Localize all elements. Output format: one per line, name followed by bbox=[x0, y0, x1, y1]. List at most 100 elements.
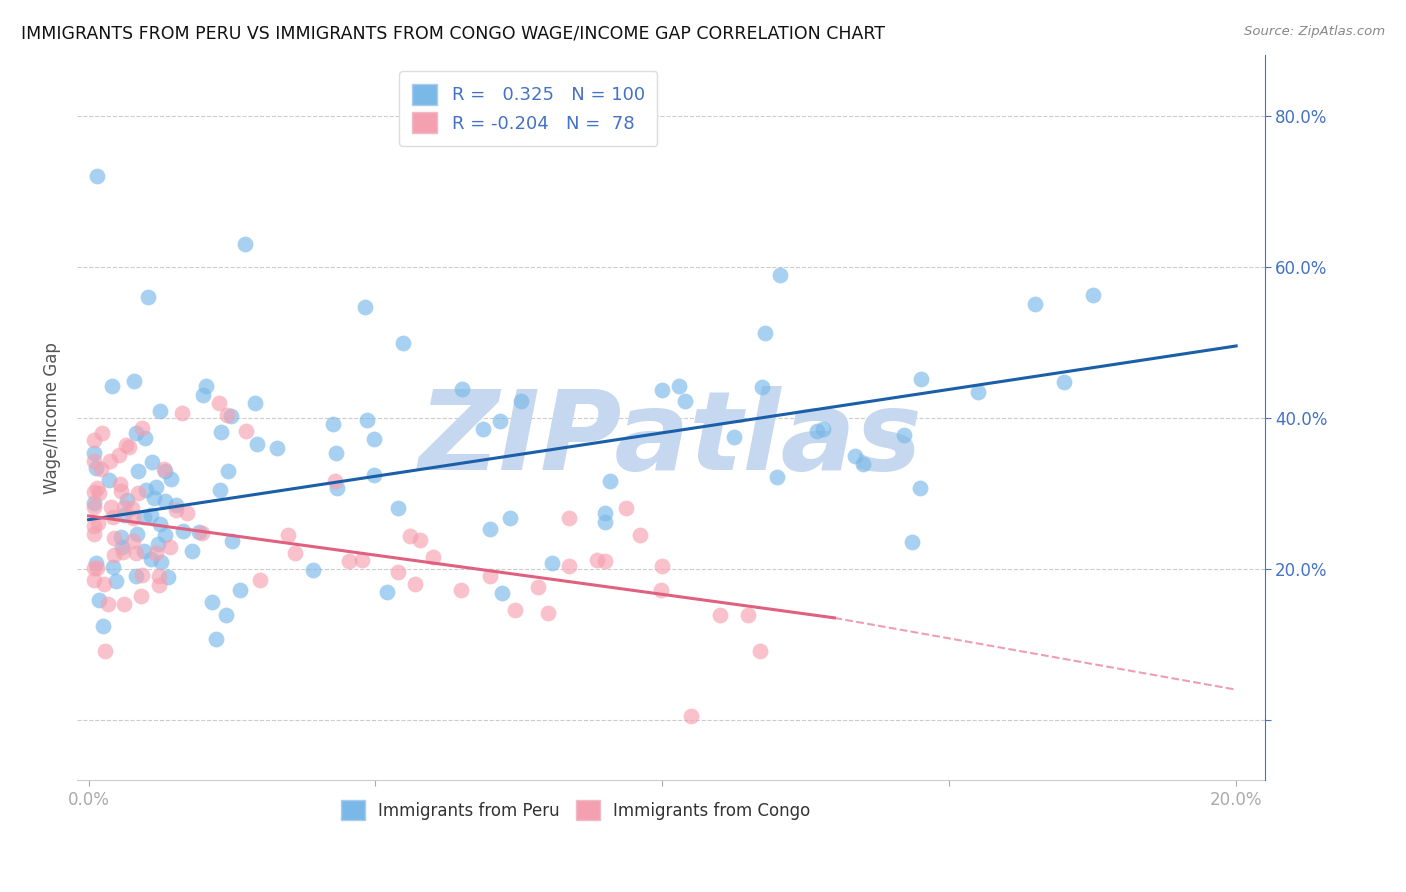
Point bbox=[749, 643, 772, 657]
Point bbox=[87, 592, 110, 607]
Point bbox=[129, 589, 152, 603]
Point bbox=[135, 483, 157, 497]
Point bbox=[153, 528, 176, 542]
Point bbox=[811, 422, 834, 436]
Point bbox=[195, 379, 218, 393]
Point bbox=[536, 607, 558, 621]
Point bbox=[356, 413, 378, 427]
Point bbox=[675, 394, 697, 409]
Point bbox=[98, 453, 121, 467]
Point bbox=[112, 508, 135, 523]
Point bbox=[451, 382, 474, 396]
Point bbox=[111, 540, 134, 554]
Text: IMMIGRANTS FROM PERU VS IMMIGRANTS FROM CONGO WAGE/INCOME GAP CORRELATION CHART: IMMIGRANTS FROM PERU VS IMMIGRANTS FROM … bbox=[21, 25, 886, 43]
Point bbox=[205, 632, 228, 646]
Point bbox=[125, 569, 148, 583]
Point bbox=[117, 493, 139, 508]
Point bbox=[104, 574, 127, 588]
Point bbox=[87, 485, 110, 500]
Point bbox=[754, 326, 776, 341]
Point bbox=[83, 500, 105, 515]
Point bbox=[84, 556, 107, 570]
Point bbox=[132, 543, 155, 558]
Point bbox=[352, 553, 374, 567]
Point bbox=[489, 414, 512, 428]
Point bbox=[101, 379, 124, 393]
Point bbox=[219, 409, 242, 423]
Text: ZIPatlas: ZIPatlas bbox=[419, 386, 922, 493]
Point bbox=[170, 406, 193, 420]
Point bbox=[153, 462, 176, 476]
Point bbox=[628, 527, 651, 541]
Point bbox=[110, 531, 132, 545]
Point bbox=[83, 527, 105, 541]
Point bbox=[83, 485, 105, 500]
Point bbox=[558, 558, 581, 573]
Point bbox=[908, 481, 931, 495]
Point bbox=[139, 508, 162, 522]
Point bbox=[83, 561, 105, 575]
Point bbox=[141, 455, 163, 469]
Point bbox=[159, 540, 181, 554]
Point bbox=[200, 595, 222, 609]
Point bbox=[208, 483, 231, 497]
Point bbox=[505, 603, 527, 617]
Point bbox=[510, 394, 533, 409]
Point bbox=[651, 384, 673, 398]
Point bbox=[363, 432, 385, 446]
Point bbox=[471, 422, 494, 436]
Point bbox=[83, 496, 105, 510]
Point bbox=[769, 268, 792, 282]
Point bbox=[893, 428, 915, 442]
Point bbox=[121, 511, 143, 525]
Point bbox=[97, 597, 120, 611]
Point bbox=[751, 379, 773, 393]
Point bbox=[387, 501, 409, 516]
Point bbox=[93, 576, 115, 591]
Point bbox=[165, 503, 187, 517]
Point bbox=[651, 558, 673, 573]
Point bbox=[83, 446, 105, 460]
Point bbox=[326, 481, 349, 495]
Point bbox=[121, 500, 143, 515]
Point bbox=[157, 570, 180, 584]
Point bbox=[593, 554, 616, 568]
Point bbox=[124, 425, 146, 440]
Point bbox=[112, 597, 135, 611]
Point bbox=[387, 565, 409, 579]
Point bbox=[148, 578, 170, 592]
Point bbox=[87, 516, 110, 530]
Point bbox=[806, 424, 828, 438]
Point bbox=[83, 434, 105, 448]
Point bbox=[115, 438, 138, 452]
Point bbox=[125, 527, 148, 541]
Point bbox=[363, 468, 385, 483]
Point bbox=[86, 561, 108, 575]
Point bbox=[709, 607, 731, 622]
Point bbox=[131, 567, 153, 582]
Point bbox=[277, 528, 299, 542]
Point bbox=[159, 472, 181, 486]
Point bbox=[354, 300, 377, 314]
Point bbox=[127, 486, 149, 500]
Point bbox=[766, 470, 789, 484]
Point bbox=[145, 546, 167, 560]
Point bbox=[491, 585, 513, 599]
Point bbox=[132, 510, 155, 524]
Point bbox=[1024, 297, 1046, 311]
Point bbox=[155, 494, 177, 508]
Point bbox=[499, 511, 522, 525]
Point bbox=[1081, 288, 1104, 302]
Point bbox=[409, 533, 432, 547]
Point bbox=[450, 583, 472, 598]
Point bbox=[150, 555, 173, 569]
Point bbox=[852, 457, 875, 471]
Point bbox=[83, 519, 105, 533]
Point bbox=[83, 454, 105, 468]
Point bbox=[86, 169, 108, 183]
Point bbox=[599, 474, 621, 488]
Point bbox=[246, 436, 269, 450]
Point bbox=[91, 425, 114, 440]
Point bbox=[188, 525, 211, 540]
Point bbox=[586, 553, 609, 567]
